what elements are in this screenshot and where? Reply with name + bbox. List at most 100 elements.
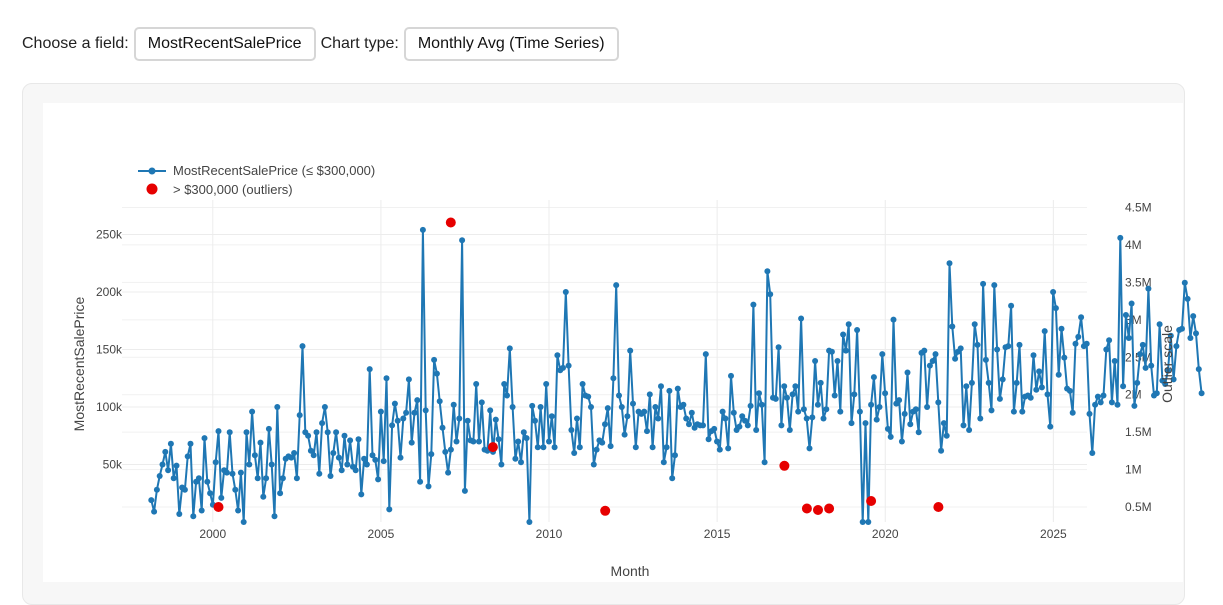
data-point (837, 408, 844, 415)
data-point (725, 445, 732, 452)
data-point (358, 491, 365, 498)
data-point (753, 427, 760, 433)
data-point (854, 327, 861, 333)
data-point (879, 351, 886, 358)
x-tick-label: 2005 (368, 527, 395, 541)
data-point (1061, 354, 1068, 361)
data-point (1086, 410, 1093, 417)
data-point (551, 444, 558, 451)
data-point (319, 420, 326, 427)
data-point (607, 443, 614, 450)
data-point (1092, 401, 1099, 408)
data-point (711, 425, 718, 432)
chart-type-select-button[interactable]: Monthly Avg (Time Series) (403, 27, 619, 61)
data-point (1156, 321, 1163, 328)
data-point (335, 454, 342, 461)
data-point (786, 427, 793, 433)
data-point (299, 343, 306, 350)
legend: MostRecentSalePrice (≤ $300,000) > $300,… (138, 163, 375, 197)
data-point (257, 439, 264, 446)
data-point (915, 429, 922, 436)
data-point (495, 436, 502, 443)
data-point (1016, 341, 1023, 348)
data-point (352, 467, 359, 474)
data-point (1019, 408, 1026, 415)
data-point (1027, 394, 1034, 401)
data-point (394, 417, 401, 424)
data-point (1122, 312, 1129, 318)
data-point (375, 476, 382, 483)
data-point (1114, 401, 1121, 408)
data-point (461, 487, 468, 494)
data-point (999, 376, 1006, 383)
data-point (372, 456, 379, 463)
data-point (834, 358, 841, 364)
data-point (585, 393, 592, 400)
data-point (1139, 341, 1146, 348)
y-axis-title: MostRecentSalePrice (71, 296, 87, 431)
data-point (613, 282, 620, 289)
data-point (212, 459, 219, 466)
data-point (764, 268, 771, 275)
data-point (534, 444, 541, 451)
data-point (543, 381, 550, 387)
y-tick-label: 200k (96, 285, 123, 299)
outlier-point (600, 505, 611, 516)
data-point (1106, 337, 1113, 344)
data-point (445, 469, 452, 476)
data-point (411, 409, 418, 416)
data-point (862, 420, 869, 427)
field-select-button[interactable]: MostRecentSalePrice (133, 27, 316, 61)
data-point (240, 519, 247, 525)
chart-type-label: Chart type: (320, 35, 399, 52)
outlier-point (779, 460, 790, 471)
data-point (660, 459, 667, 466)
data-point (571, 450, 578, 456)
data-point (1013, 379, 1020, 386)
data-point (249, 408, 256, 415)
data-point (840, 331, 847, 338)
data-point (380, 458, 387, 465)
y-tick-label: 150k (96, 343, 123, 357)
outlier-point (824, 503, 835, 514)
outlier-point (813, 505, 823, 515)
data-point (190, 513, 197, 520)
data-point (403, 409, 410, 416)
data-point (540, 444, 547, 451)
y2-tick-label: 0.5M (1125, 500, 1152, 514)
data-point (803, 415, 810, 422)
data-point (347, 437, 354, 444)
data-point (820, 415, 827, 422)
data-point (560, 364, 566, 371)
data-point (666, 387, 673, 394)
data-point (554, 352, 561, 359)
data-point (526, 519, 533, 525)
data-point (767, 291, 774, 298)
y2-tick-label: 4.5M (1125, 200, 1152, 214)
data-point (901, 410, 908, 417)
data-point (632, 444, 639, 451)
data-point (912, 406, 919, 413)
data-point (655, 415, 662, 422)
data-point (876, 404, 883, 410)
data-point (156, 473, 163, 479)
data-point (442, 448, 449, 455)
data-point (181, 486, 188, 493)
data-point (924, 404, 931, 410)
data-point (882, 390, 889, 397)
data-point (1179, 325, 1185, 332)
data-point (218, 494, 225, 501)
data-point (1078, 314, 1085, 321)
data-point (305, 432, 312, 439)
data-point (201, 435, 208, 442)
data-point (1117, 234, 1124, 241)
data-point (361, 455, 368, 462)
data-point (1094, 393, 1101, 400)
data-point (929, 358, 936, 364)
data-point (565, 362, 572, 369)
data-point (795, 408, 802, 415)
data-point (750, 301, 757, 308)
data-point (184, 453, 191, 460)
data-point (405, 376, 412, 383)
data-point (1047, 423, 1054, 430)
